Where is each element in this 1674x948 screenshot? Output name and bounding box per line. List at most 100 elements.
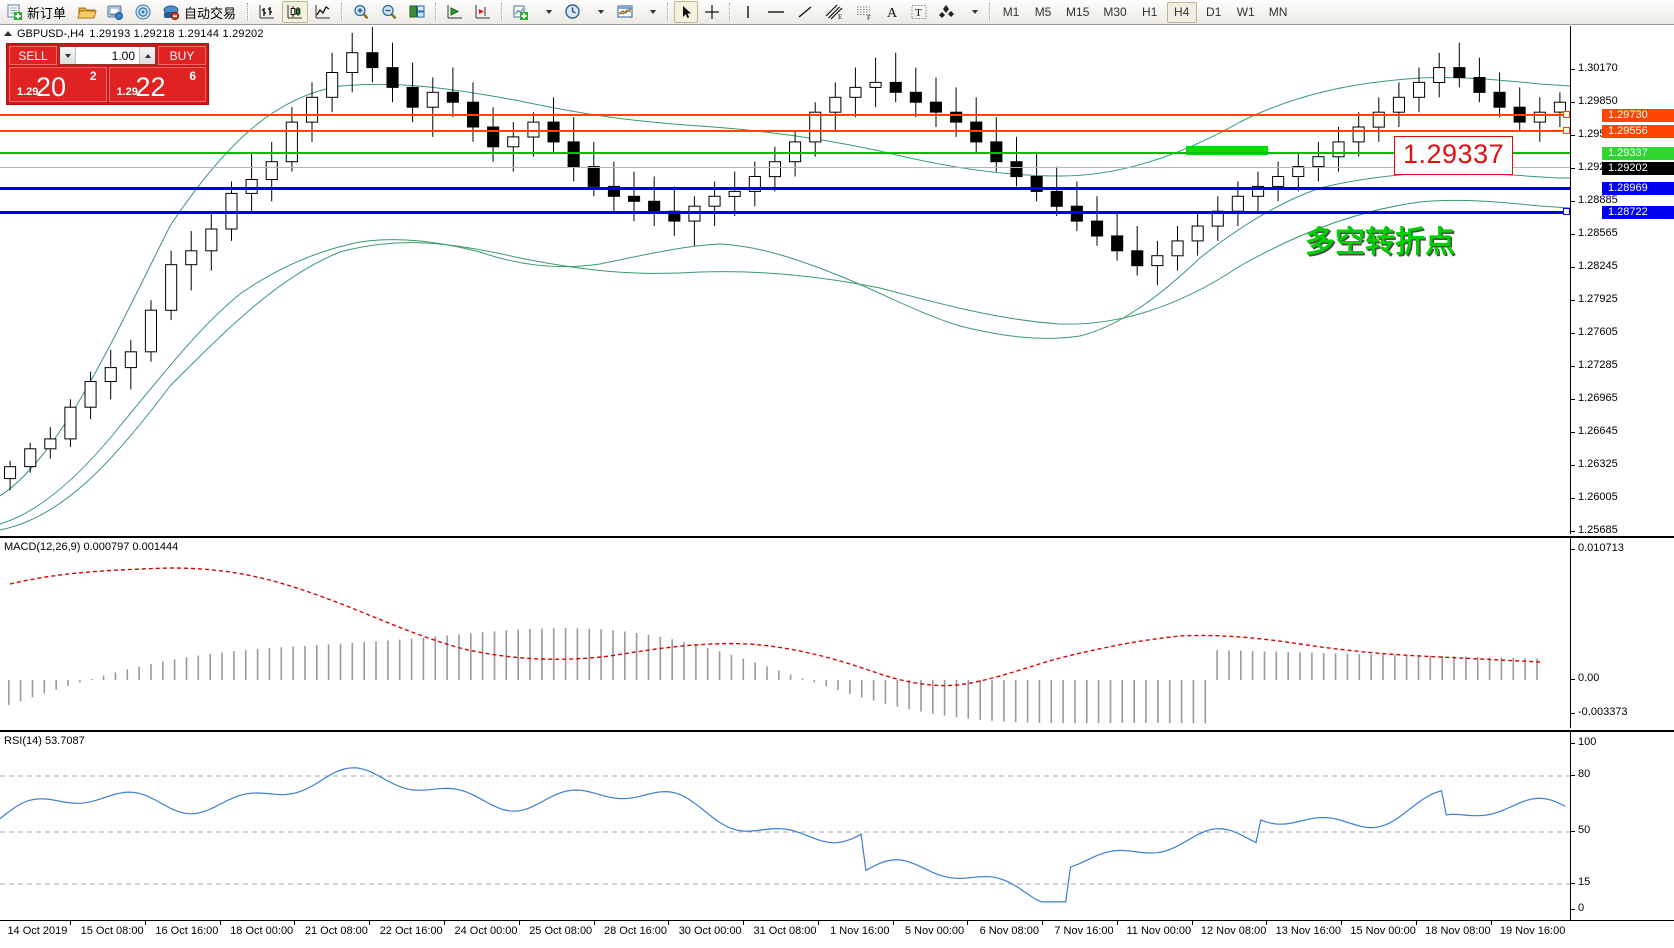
time-tick-mark [369,921,371,925]
fibonacci-button[interactable]: F [850,1,878,23]
target-line-129337[interactable] [0,152,1570,154]
timeframe-h1[interactable]: H1 [1142,5,1158,19]
shapes-dropdown[interactable] [962,1,984,23]
terminal-button[interactable] [102,1,128,23]
timeframe-w1[interactable]: W1 [1236,5,1255,19]
ask-price-display[interactable]: 1.29 22 6 [108,67,206,102]
new-order-icon [7,4,22,20]
bid-price-display[interactable]: 1.29 20 2 [9,67,107,102]
time-axis[interactable]: 14 Oct 2019 15 Oct 08:00 16 Oct 16:00 18 Oc… [0,920,1674,948]
price-chip-support-1[interactable]: 1.28969 [1602,182,1674,195]
horizontal-line-button[interactable] [762,1,790,23]
symbol-header[interactable]: GBPUSD-,H4 1.29193 1.29218 1.29144 1.292… [0,27,264,40]
macd-pane[interactable]: MACD(12,26,9) 0.000797 0.001444 0.010713… [0,536,1674,728]
price-plot-area[interactable]: 1.29337 多空转折点 [0,26,1570,534]
timeframe-h4[interactable]: H4 [1166,1,1197,23]
time-tick-mark [892,921,894,925]
collapse-triangle-icon[interactable] [4,31,12,36]
candlestick-chart-button[interactable] [282,1,309,23]
tile-windows-icon [409,5,425,18]
shift-start-button[interactable] [442,1,468,23]
timeframe-d1[interactable]: D1 [1206,5,1222,19]
buy-button[interactable]: BUY [158,46,206,65]
price-scale[interactable]: 1.30170 1.29850 1.29530 1.29210 1.28885 … [1570,26,1674,536]
one-click-trading-panel[interactable]: SELL 1.00 BUY 1.29 20 2 1.29 22 6 [6,43,209,105]
rsi-plot-area[interactable] [0,732,1570,920]
support-line-128722-handle[interactable] [1563,208,1570,215]
crosshair-button[interactable] [700,1,724,23]
price-chip-resistance-1[interactable]: 1.29730 [1602,109,1674,122]
trendline-button[interactable] [792,1,818,23]
resistance-line-129556[interactable] [0,130,1570,132]
volume-decrease-button[interactable] [60,47,76,64]
time-tick: 18 Nov 08:00 [1425,925,1491,937]
price-chip-current: 1.29202 [1602,162,1674,175]
expert-advisor-button[interactable]: 自动交易 [158,1,242,23]
resistance-line-129730-handle[interactable] [1563,111,1570,118]
templates-dropdown[interactable] [640,1,662,23]
volume-increase-button[interactable] [139,47,155,64]
time-tick: 28 Oct 16:00 [604,925,667,937]
period-button[interactable] [560,1,586,23]
time-tick: 30 Oct 00:00 [678,925,742,937]
price-chip-target[interactable]: 1.29337 [1602,147,1674,160]
time-tick: 6 Nov 08:00 [979,925,1039,937]
turning-point-annotation[interactable]: 多空转折点 [1305,217,1455,261]
period-dropdown[interactable] [588,1,610,23]
shapes-button[interactable] [934,1,960,23]
sell-button[interactable]: SELL [9,46,57,65]
support-line-128969[interactable] [0,187,1570,190]
macd-plot-area[interactable] [0,538,1570,728]
price-callout-box[interactable]: 1.29337 [1394,136,1514,175]
resistance-line-129556-handle[interactable] [1563,127,1570,134]
templates-button[interactable] [612,1,638,23]
time-tick-mark [743,921,744,925]
timeframe-mn[interactable]: MN [1268,5,1288,19]
text-box-icon: T [911,5,927,19]
new-order-label: 新订单 [27,5,67,21]
text-box-button[interactable]: T [906,1,932,23]
equidistant-channel-button[interactable]: E [820,1,848,23]
line-chart-button[interactable] [310,1,336,23]
resistance-line-129730[interactable] [0,114,1570,116]
rsi-pane[interactable]: RSI(14) 53.7087 100 80 50 15 0 [0,730,1674,920]
chevron-down-icon [971,10,978,14]
timeframe-m1[interactable]: M1 [1002,5,1020,19]
ask-price-main: 22 [135,72,166,102]
bar-chart-button[interactable] [254,1,280,23]
text-label-button[interactable]: A [880,1,904,23]
add-indicator-dropdown[interactable] [536,1,558,23]
time-tick-mark [1266,921,1268,925]
volume-stepper[interactable]: 1.00 [59,46,156,65]
zoom-in-button[interactable] [348,1,374,23]
price-chart-pane[interactable]: 1.29337 多空转折点 1.30170 1.29850 1.29530 1.… [0,26,1674,536]
vertical-line-button[interactable] [736,1,760,23]
text-label-icon: A [887,6,898,21]
signal-button[interactable] [130,1,156,23]
toolbar-separator [435,3,438,21]
support-line-128722[interactable] [0,211,1570,214]
zoom-out-button[interactable] [376,1,402,23]
rsi-scale[interactable]: 100 80 50 15 0 [1570,732,1674,920]
add-indicator-icon [513,5,529,20]
timeframe-m5[interactable]: M5 [1034,5,1052,19]
turning-point-text: 多空转折点 [1305,225,1455,260]
time-tick: 15 Nov 00:00 [1350,925,1416,937]
open-folder-button[interactable] [74,1,100,23]
toolbar-separator [667,3,670,21]
new-order-button[interactable]: 新订单 [3,1,72,23]
tile-windows-button[interactable] [404,1,430,23]
time-tick: 13 Nov 16:00 [1275,925,1342,937]
zoom-out-icon [382,4,397,20]
cursor-button[interactable] [674,1,699,23]
timeframe-m15[interactable]: M15 [1066,5,1090,19]
macd-scale[interactable]: 0.010713 0.00 -0.003373 [1570,538,1674,728]
timeframe-m30[interactable]: M30 [1103,5,1127,19]
time-tick: 22 Oct 16:00 [379,925,443,937]
shift-end-button[interactable] [470,1,496,23]
price-chip-support-2[interactable]: 1.28722 [1602,206,1674,219]
price-chip-resistance-2[interactable]: 1.29556 [1602,125,1674,138]
add-indicator-button[interactable] [508,1,534,23]
volume-input[interactable]: 1.00 [111,49,135,63]
toolbar-separator [501,3,504,21]
